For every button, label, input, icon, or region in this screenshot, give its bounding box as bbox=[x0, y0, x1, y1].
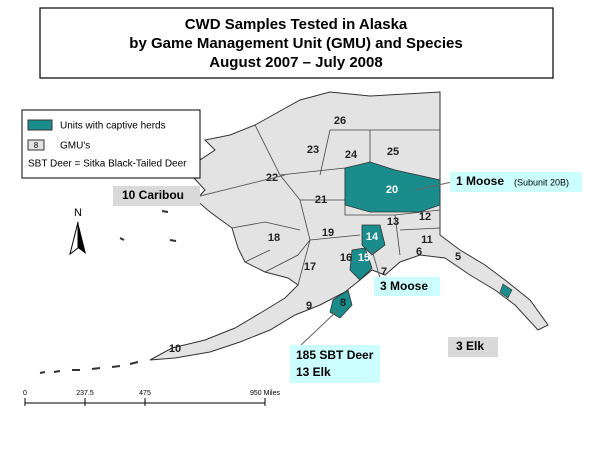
scale-bar: 0 237.5 475 950 Miles bbox=[23, 390, 280, 406]
title-line: CWD Samples Tested in Alaska bbox=[185, 16, 408, 33]
unit-15-captive bbox=[349, 247, 373, 281]
unit-label: 20 bbox=[386, 184, 398, 196]
callout-text: 13 Elk bbox=[296, 365, 331, 379]
unit-20-captive bbox=[344, 161, 441, 213]
leader-line bbox=[414, 181, 453, 191]
callout-note: (Subunit 20B) bbox=[514, 177, 569, 187]
legend-label: Units with captive herds bbox=[60, 121, 166, 132]
callout-text: 1 Moose bbox=[456, 174, 504, 188]
unit-label: 21 bbox=[315, 194, 327, 206]
unit-boundaries bbox=[231, 124, 441, 286]
islands bbox=[39, 210, 177, 374]
callout-box bbox=[113, 186, 200, 206]
legend-swatch bbox=[27, 119, 53, 131]
unit-label: 14 bbox=[366, 231, 379, 243]
unit-label: 13 bbox=[387, 216, 399, 228]
unit-label: 18 bbox=[268, 232, 280, 244]
unit-label: 16 bbox=[340, 252, 352, 264]
callout-box bbox=[448, 337, 498, 357]
kodiak-captive bbox=[329, 289, 353, 319]
unit-label: 11 bbox=[421, 234, 433, 246]
scale-label: 237.5 bbox=[76, 390, 94, 397]
callout-text: 185 SBT Deer bbox=[296, 348, 374, 362]
unit-label: 23 bbox=[307, 144, 319, 156]
unit-label: 7 bbox=[381, 266, 387, 278]
callout-text: 3 Moose bbox=[380, 279, 428, 293]
north-label: N bbox=[74, 207, 82, 219]
mainland bbox=[149, 91, 549, 361]
unit-label: 12 bbox=[419, 211, 431, 223]
legend-label: GMU's bbox=[60, 141, 90, 152]
leader-line bbox=[371, 249, 381, 279]
unit-label: 24 bbox=[345, 149, 358, 161]
title-box bbox=[39, 7, 554, 79]
unit-label: 19 bbox=[322, 227, 334, 239]
scale-label: 950 Miles bbox=[250, 390, 280, 397]
alaska-map bbox=[39, 91, 549, 374]
unit-14-captive bbox=[361, 224, 386, 256]
callout-box bbox=[450, 172, 582, 192]
unit-label: 5 bbox=[455, 251, 461, 263]
callout-box bbox=[290, 345, 380, 383]
legend-gmu-swatch bbox=[27, 139, 45, 151]
unit-label: 6 bbox=[416, 246, 422, 258]
unit-label: 15 bbox=[358, 252, 370, 264]
scale-label: 0 bbox=[23, 390, 27, 397]
scale-label: 475 bbox=[139, 390, 151, 397]
title-line: by Game Management Unit (GMU) and Specie… bbox=[129, 35, 462, 52]
unit-label: 10 bbox=[169, 343, 181, 355]
callout-text: 3 Elk bbox=[456, 339, 484, 353]
panhandle-captive bbox=[499, 283, 513, 299]
callout-text: 10 Caribou bbox=[122, 188, 184, 202]
unit-label: 8 bbox=[340, 297, 346, 309]
unit-label: 26 bbox=[334, 115, 346, 127]
title-line: August 2007 – July 2008 bbox=[209, 54, 382, 71]
unit-label: 9 bbox=[306, 300, 312, 312]
leader-line bbox=[299, 309, 339, 347]
unit-labels: 262324252220211312181914111665171579810 bbox=[169, 115, 461, 355]
north-arrow-right bbox=[78, 222, 86, 254]
callout-box bbox=[374, 277, 440, 296]
leader-line bbox=[199, 174, 286, 197]
unit-label: 25 bbox=[387, 146, 399, 158]
unit-label: 17 bbox=[304, 261, 316, 273]
legend-gmu-sample: 8 bbox=[34, 141, 39, 150]
legend-note: SBT Deer = Sitka Black-Tailed Deer bbox=[28, 159, 187, 170]
